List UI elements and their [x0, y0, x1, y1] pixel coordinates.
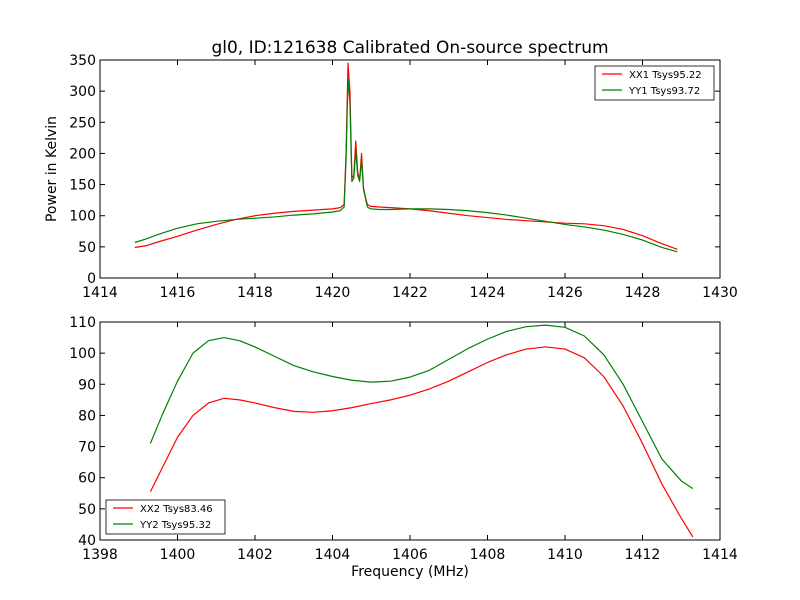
- top-plot-legend: XX1 Tsys95.22 YY1 Tsys93.72: [594, 65, 715, 101]
- bottom-plot-legend: XX2 Tsys83.46 YY2 Tsys95.32: [105, 499, 226, 535]
- bottom-plot-legend-box: [105, 499, 226, 535]
- top-plot-legend-label-yy1: YY1 Tsys93.72: [628, 86, 700, 97]
- bottom-plot-y-tick-label: 70: [78, 440, 96, 456]
- top-plot-x-tick-label: 1420: [315, 285, 351, 301]
- top-plot-y-tick-label: 0: [87, 271, 96, 287]
- top-plot-series-line-2: [134, 78, 678, 253]
- top-plot-x-tick-label: 1418: [237, 285, 273, 301]
- bottom-plot-x-tick-label: 1398: [82, 547, 118, 563]
- bottom-plot-series-line-2: [149, 324, 694, 490]
- bottom-plot-legend-label-xx2: XX2 Tsys83.46: [140, 504, 213, 515]
- top-plot-y-tick-label: 350: [69, 53, 96, 69]
- top-plot-series: [134, 62, 678, 253]
- top-plot-x-tick-label: 1416: [160, 285, 196, 301]
- bottom-plot-y-tick-label: 40: [78, 533, 96, 549]
- bottom-plot-y-tick-label: 50: [78, 502, 96, 518]
- top-plot-legend-box: [594, 65, 715, 101]
- bottom-plot-x-axis-label: Frequency (MHz): [351, 564, 469, 580]
- top-plot-x-tick-label: 1422: [392, 285, 428, 301]
- bottom-plot-x-tick-label: 1414: [702, 547, 738, 563]
- top-plot-y-tick-label: 300: [69, 84, 96, 100]
- top-plot-x-tick-label: 1414: [82, 285, 118, 301]
- top-plot-x-tick-label: 1424: [470, 285, 506, 301]
- top-plot-y-tick-label: 150: [69, 178, 96, 194]
- bottom-plot-ticks: 1398 1400 1402 1404 1406 1408 1410 1412 1414 40 50…: [69, 315, 738, 563]
- bottom-plot-x-tick-label: 1412: [625, 547, 661, 563]
- bottom-plot-x-tick-label: 1406: [392, 547, 428, 563]
- bottom-plot-x-tick-label: 1410: [547, 547, 583, 563]
- bottom-plot-x-tick-label: 1404: [315, 547, 351, 563]
- top-plot-y-axis-label: Power in Kelvin: [44, 116, 60, 222]
- top-plot-y-tick-label: 250: [69, 115, 96, 131]
- bottom-plot-x-tick-label: 1408: [470, 547, 506, 563]
- bottom-plot-y-tick-label: 90: [78, 377, 96, 393]
- top-plot-legend-label-xx1: XX1 Tsys95.22: [629, 70, 702, 81]
- bottom-plot-legend-label-yy2: YY2 Tsys95.32: [139, 520, 211, 531]
- bottom-plot-y-tick-label: 100: [69, 346, 96, 362]
- top-plot-x-tick-label: 1428: [625, 285, 661, 301]
- bottom-plot-x-tick-label: 1400: [160, 547, 196, 563]
- bottom-plot-series-line-1: [149, 346, 694, 538]
- bottom-plot-y-tick-label: 60: [78, 471, 96, 487]
- bottom-plot-series: [149, 324, 694, 538]
- top-plot-x-tick-label: 1426: [547, 285, 583, 301]
- top-plot-title: gl0, ID:121638 Calibrated On-source spec…: [211, 38, 608, 58]
- bottom-plot-x-tick-label: 1402: [237, 547, 273, 563]
- bottom-plot-y-tick-label: 110: [69, 315, 96, 331]
- top-plot-y-tick-label: 200: [69, 146, 96, 162]
- top-plot-series-line-1: [134, 62, 678, 250]
- top-plot-y-tick-label: 50: [78, 240, 96, 256]
- top-plot: gl0, ID:121638 Calibrated On-source spec…: [44, 38, 738, 301]
- top-plot-ticks: 1414 1416 1418 1420 1422 1424 1426 1428 1430 0 50 1…: [69, 53, 738, 301]
- top-plot-x-tick-label: 1430: [702, 285, 738, 301]
- top-plot-y-tick-label: 100: [69, 209, 96, 225]
- bottom-plot-y-tick-label: 80: [78, 408, 96, 424]
- bottom-plot: Frequency (MHz) 1398 1400 1402 1404 1406 1408…: [69, 315, 738, 580]
